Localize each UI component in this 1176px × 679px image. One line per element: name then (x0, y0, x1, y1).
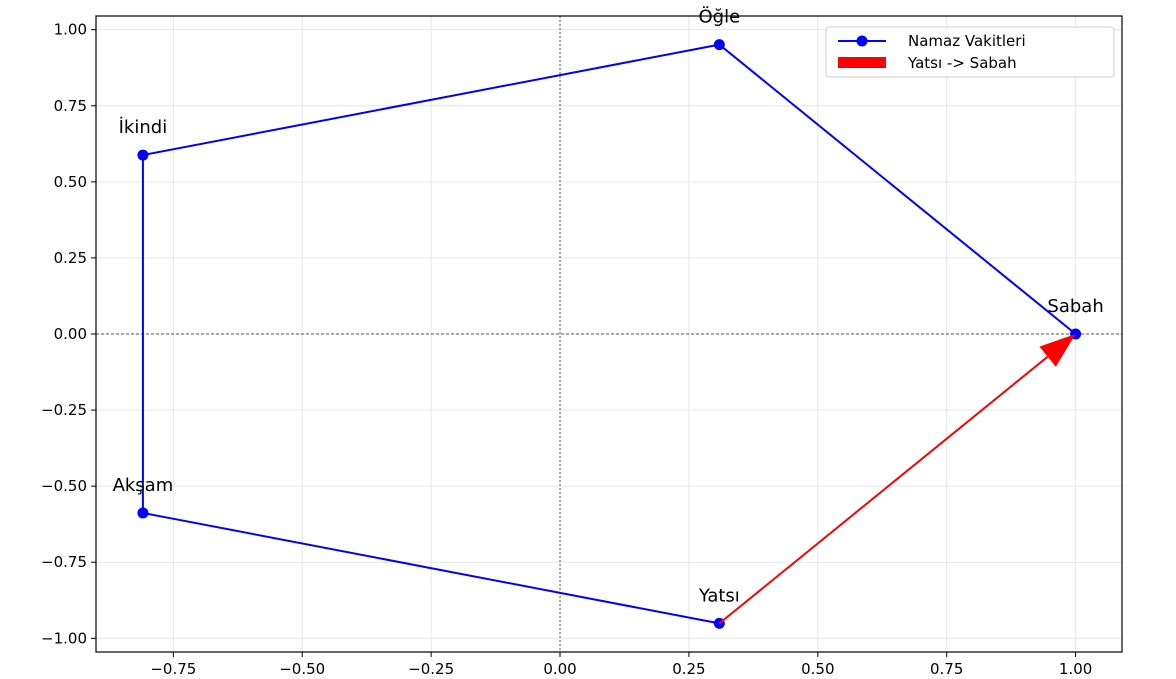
x-tick-label: 0.25 (672, 660, 705, 678)
legend-marker-swatch (856, 35, 868, 47)
y-tick-label: −1.00 (41, 629, 87, 647)
y-tick-label: −0.25 (41, 401, 87, 419)
y-tick-label: 0.00 (54, 325, 87, 343)
x-tick-label: 1.00 (1059, 660, 1092, 678)
point-label: İkindi (119, 117, 168, 138)
x-tick-label: −0.50 (279, 660, 325, 678)
axes: −0.75 −0.50 −0.25 0.00 0.25 0.50 0.75 1.00 1.00 0… (41, 15, 1123, 678)
data-point (137, 149, 149, 161)
point-label: Yatsı (698, 585, 740, 606)
legend-box (825, 26, 1115, 78)
arrow-head (1039, 334, 1076, 367)
data-point (137, 507, 149, 519)
y-tick-label: −0.75 (41, 553, 87, 571)
x-tick-label: 0.00 (543, 660, 576, 678)
legend-arrow-swatch (838, 57, 886, 68)
reference-lines (96, 16, 1122, 652)
point-label: Sabah (1047, 296, 1103, 317)
y-tick-label: −0.50 (41, 477, 87, 495)
legend-label: Yatsı -> Sabah (907, 54, 1017, 72)
data-point (713, 39, 725, 51)
y-tick-label: 0.50 (54, 173, 87, 191)
x-tick-label: −0.25 (408, 660, 454, 678)
y-tick-label: 0.25 (54, 249, 87, 267)
series: Sabah Öğle İkindi Akşam Yatsı (113, 6, 1104, 629)
point-label: Öğle (698, 6, 740, 28)
y-tick-label: 1.00 (54, 21, 87, 39)
legend-label: Namaz Vakitleri (908, 32, 1026, 50)
y-tick-label: 0.75 (54, 97, 87, 115)
arrow-shaft (718, 355, 1049, 625)
legend: Namaz Vakitleri Yatsı -> Sabah (825, 26, 1115, 78)
x-tick-label: 0.50 (801, 660, 834, 678)
x-tick-label: 0.75 (930, 660, 963, 678)
point-label: Akşam (113, 475, 174, 496)
x-tick-label: −0.75 (150, 660, 196, 678)
